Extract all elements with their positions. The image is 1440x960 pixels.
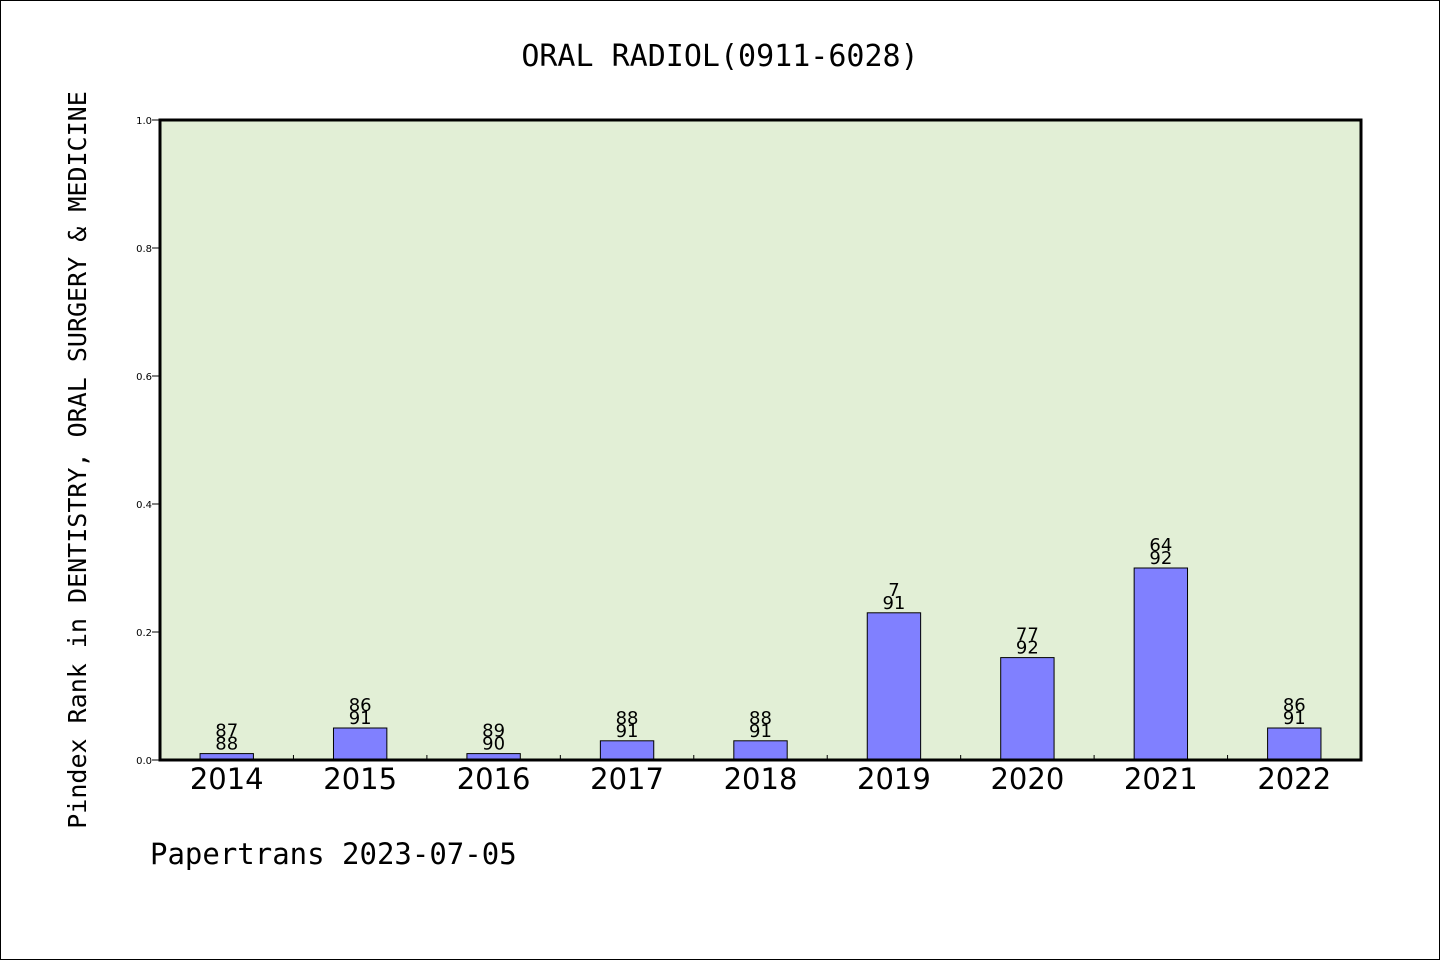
bar-label-top-2017: 88	[616, 708, 639, 729]
bar-label-bottom-2015: 91	[349, 708, 372, 729]
y-tick-label-3: 0.6	[136, 372, 152, 383]
axes-layer: 2014 2015 2016 2017 2018 2019 2020 2021 2022 0.0 0…	[136, 116, 1331, 796]
y-axis-label: Pindex Rank in DENTISTRY, ORAL SURGERY &…	[63, 91, 92, 829]
plot-border	[158, 118, 1363, 762]
y-tick-label-2: 0.4	[136, 500, 152, 511]
bar-label-top-2018: 88	[749, 708, 772, 729]
bar-label-bottom-2018: 91	[749, 721, 772, 742]
bar-label-bottom-2017: 91	[616, 721, 639, 742]
x-tick-label-2017: 2017	[590, 762, 664, 796]
bar-label-top-2014: 87	[215, 721, 238, 742]
x-tick-label-2018: 2018	[724, 762, 798, 796]
bar-2017	[599, 740, 655, 761]
bar-2019	[866, 612, 922, 761]
x-tick-label-2014: 2014	[190, 762, 264, 796]
y-tick-label-1: 0.2	[136, 628, 152, 639]
x-tick-label-2016: 2016	[457, 762, 531, 796]
footer-credit: Papertrans 2023-07-05	[150, 837, 517, 871]
bar-2015	[332, 727, 388, 761]
bar-2021	[1133, 567, 1189, 761]
bar-label-bottom-2021: 92	[1149, 548, 1172, 569]
bar-label-bottom-2022: 91	[1283, 708, 1306, 729]
y-tick-label-0: 0.0	[136, 756, 152, 767]
x-tick-label-2022: 2022	[1257, 762, 1331, 796]
y-tick-label-5: 1.0	[136, 116, 152, 127]
bar-label-bottom-2019: 91	[882, 593, 905, 614]
y-tick-label-4: 0.8	[136, 244, 152, 255]
bar-label-bottom-2014: 88	[215, 734, 238, 755]
chart-title: ORAL RADIOL(0911-6028)	[521, 39, 918, 74]
x-tick-label-2015: 2015	[323, 762, 397, 796]
bar-label-top-2015: 86	[349, 695, 372, 716]
bar-label-top-2016: 89	[482, 721, 505, 742]
bar-label-top-2020: 77	[1016, 625, 1039, 646]
x-tick-label-2019: 2019	[857, 762, 931, 796]
bar-label-bottom-2016: 90	[482, 734, 505, 755]
bar-label-top-2021: 64	[1149, 535, 1172, 556]
bar-2022	[1267, 727, 1322, 761]
x-tick-label-2020: 2020	[990, 762, 1064, 796]
bar-2018	[733, 740, 788, 761]
bar-label-top-2019: 7	[888, 580, 899, 601]
bar-label-bottom-2020: 92	[1016, 638, 1039, 659]
bar-label-top-2022: 86	[1283, 695, 1306, 716]
bar-2020	[1000, 657, 1055, 761]
x-tick-label-2021: 2021	[1124, 762, 1198, 796]
